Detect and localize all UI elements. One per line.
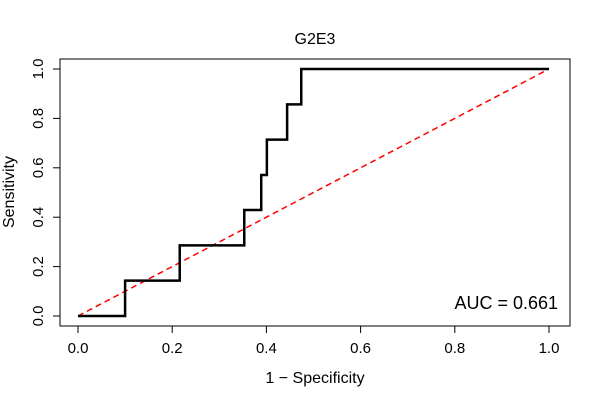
x-tick-label: 0.0 [68,340,89,357]
x-tick-label: 0.8 [444,340,465,357]
y-tick-label: 0.4 [30,207,47,228]
x-tick-label: 0.2 [162,340,183,357]
y-tick-label: 0.6 [30,157,47,178]
y-tick-label: 1.0 [30,59,47,80]
series-layer [77,67,550,318]
y-tick-label: 0.2 [30,256,47,277]
y-tick-label: 0.8 [30,108,47,129]
x-tick-label: 0.6 [350,340,371,357]
reference-diagonal-line [77,68,550,317]
y-axis-label: Sensitivity [1,156,18,228]
chart-title: G2E3 [295,31,336,48]
y-tick-label: 0.0 [30,306,47,327]
x-axis-label: 1 − Specificity [265,370,364,387]
auc-annotation: AUC = 0.661 [454,293,558,313]
roc-curve-line [78,67,549,318]
axes-layer: 0.0 0.2 0.4 0.6 0.8 1.0 0.0 0.2 0.4 0.6 0.8 1.0 [30,59,559,357]
x-tick-label: 1.0 [539,340,560,357]
x-tick-label: 0.4 [256,340,277,357]
